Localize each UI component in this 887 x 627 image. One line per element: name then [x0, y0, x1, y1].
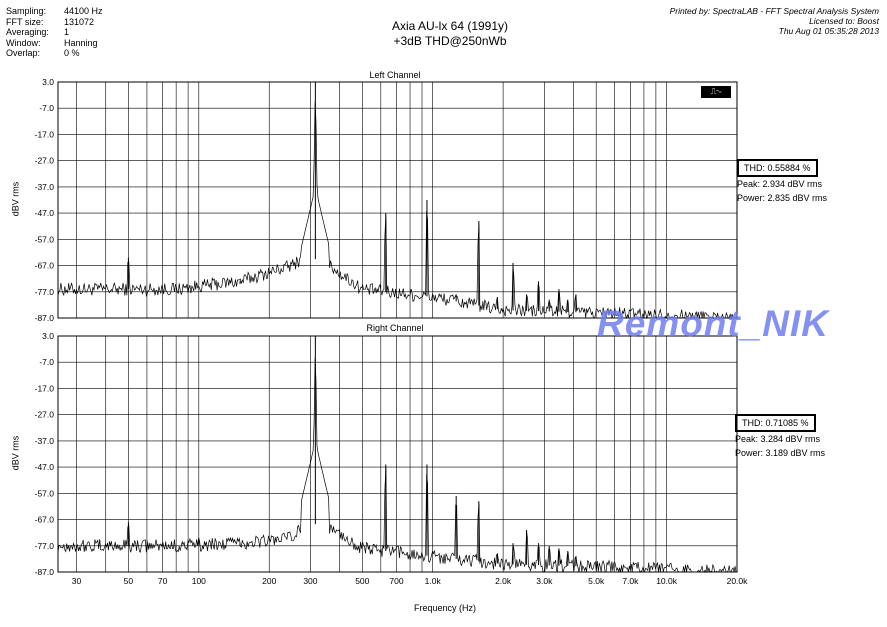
y-tick-label: -87.0: [35, 313, 55, 323]
x-tick-label: 5.0k: [588, 576, 605, 586]
right-peak: Peak: 3.284 dBV rms: [735, 434, 821, 444]
y-tick-label: -67.0: [35, 515, 55, 525]
spectrum-trace: [57, 101, 738, 320]
x-tick-label: 50: [124, 576, 134, 586]
x-tick-label: 30: [72, 576, 82, 586]
left-thd-box: THD: 0.55884 %: [737, 159, 818, 177]
y-tick-label: -77.0: [35, 541, 55, 551]
x-tick-label: 300: [303, 576, 317, 586]
watermark: Remont_NIK: [597, 303, 830, 344]
x-tick-label: 500: [355, 576, 369, 586]
param-row: Averaging: 1: [6, 27, 70, 38]
x-axis-title: Frequency (Hz): [413, 603, 476, 613]
x-tick-label: 1.0k: [425, 576, 442, 586]
right-y-axis-label: dBV rms: [10, 435, 21, 471]
chart-title: Axia AU-lx 64 (1991y) +3dB THD@250nWb: [300, 19, 600, 49]
x-tick-label: 7.0k: [622, 576, 639, 586]
right-channel-title: Right Channel: [366, 323, 424, 333]
param-row: Sampling: 44100 Hz: [6, 6, 103, 16]
right-power: Power: 3.189 dBV rms: [735, 448, 826, 458]
x-tick-label: 70: [158, 576, 168, 586]
y-tick-label: -7.0: [39, 357, 54, 367]
y-tick-label: -47.0: [35, 462, 55, 472]
y-tick-label: -37.0: [35, 182, 55, 192]
y-tick-label: -37.0: [35, 436, 55, 446]
spectrum-trace: [57, 357, 738, 574]
y-tick-label: -87.0: [35, 567, 55, 577]
param-row: Overlap: 0 %: [6, 48, 80, 59]
x-tick-label: 20.0k: [727, 576, 749, 586]
waveform-icon[interactable]: ⎍∿: [701, 86, 731, 98]
x-tick-label: 2.0k: [495, 576, 512, 586]
y-tick-label: -47.0: [35, 208, 55, 218]
x-tick-label: 3.0k: [536, 576, 553, 586]
printed-by: Printed by: SpectraLAB - FFT Spectral An…: [669, 6, 879, 16]
y-tick-label: -57.0: [35, 488, 55, 498]
x-tick-label: 100: [192, 576, 206, 586]
y-tick-label: -77.0: [35, 287, 55, 297]
licensed-to: Licensed to: Boost: [809, 16, 879, 27]
y-tick-label: -67.0: [35, 261, 55, 271]
left-peak: Peak: 2.934 dBV rms: [737, 179, 823, 189]
y-tick-label: 3.0: [42, 77, 54, 87]
title-line-2: +3dB THD@250nWb: [393, 34, 507, 48]
left-y-axis-label: dBV rms: [10, 181, 21, 217]
y-tick-label: -27.0: [35, 410, 55, 420]
x-tick-label: 10.0k: [656, 576, 678, 586]
y-tick-label: -17.0: [35, 383, 55, 393]
plot-frame: [57, 81, 738, 319]
title-line-1: Axia AU-lx 64 (1991y): [391, 19, 509, 33]
left-channel-title: Left Channel: [369, 70, 421, 80]
parameters-block: Sampling: 44100 Hz FFT size: 131072 Averag…: [6, 6, 103, 59]
right-measurements: THD: 0.71085 % Peak: 3.284 dBV rms Power…: [735, 414, 825, 460]
timestamp: Thu Aug 01 05:35:28 2013: [778, 26, 879, 37]
x-tick-label: 700: [389, 576, 403, 586]
x-tick-label: 200: [262, 576, 276, 586]
print-info: Printed by: SpectraLAB - FFT Spectral An…: [670, 6, 879, 37]
y-tick-label: -27.0: [35, 156, 55, 166]
param-row: Window: Hanning: [6, 37, 98, 48]
param-row: FFT size: 131072: [6, 16, 95, 27]
y-tick-label: -7.0: [39, 103, 54, 113]
y-tick-label: 3.0: [42, 331, 54, 341]
left-measurements: THD: 0.55884 % Peak: 2.934 dBV rms Power…: [737, 159, 827, 205]
plot-frame: [57, 335, 738, 573]
y-tick-label: -57.0: [35, 234, 55, 244]
y-tick-label: -17.0: [35, 129, 55, 139]
left-power: Power: 2.835 dBV rms: [737, 193, 828, 203]
right-thd-box: THD: 0.71085 %: [735, 414, 816, 432]
